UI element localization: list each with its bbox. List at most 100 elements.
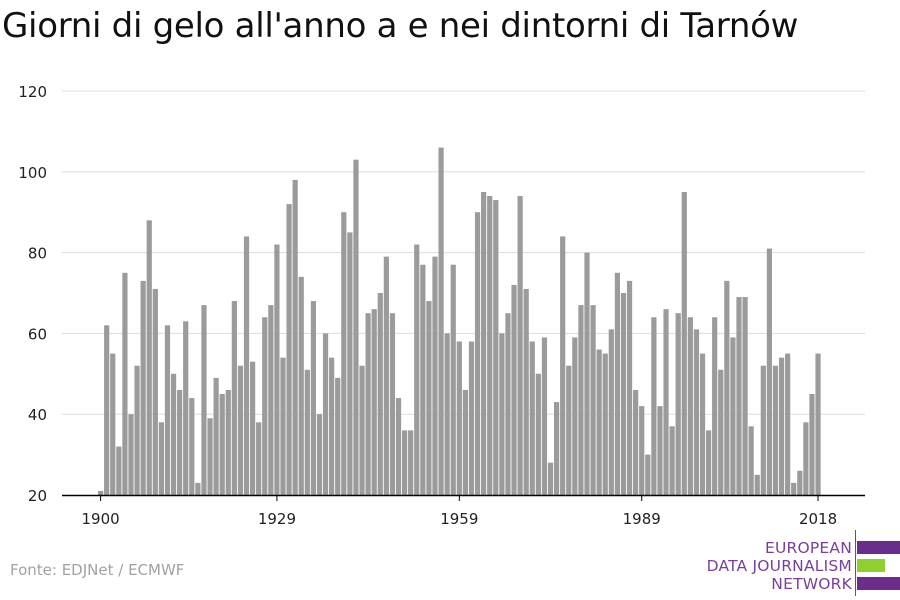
bar-1913 [177, 389, 183, 495]
bar-1927 [262, 317, 268, 495]
bar-1946 [377, 293, 383, 495]
logo-line-1: EUROPEAN [764, 539, 852, 557]
y-axis: 20 40 60 80 100 120 [18, 83, 47, 505]
bar-1929 [274, 244, 280, 495]
x-tick-label: 1900 [82, 510, 120, 528]
bar-1923 [237, 365, 244, 495]
bar-1911 [164, 325, 171, 495]
bar-1990 [645, 454, 651, 495]
bar-1977 [566, 365, 572, 495]
bar-1906 [134, 365, 140, 495]
logo-purple-bar-top [857, 541, 900, 554]
bar-1940 [341, 212, 347, 495]
bar-1965 [493, 200, 499, 495]
bar-2002 [718, 369, 724, 495]
bar-1930 [280, 357, 286, 495]
bar-1999 [699, 353, 706, 495]
bar-1944 [365, 313, 371, 495]
bar-1939 [335, 377, 341, 495]
bar-2014 [791, 482, 797, 495]
bar-1901 [104, 325, 110, 495]
bar-1996 [681, 192, 687, 495]
bar-2003 [724, 280, 730, 495]
y-tick-label: 60 [28, 325, 47, 343]
bar-2011 [772, 365, 779, 495]
bar-1967 [505, 313, 511, 495]
bar-1922 [231, 301, 237, 495]
bar-1925 [250, 361, 256, 495]
bar-1974 [547, 462, 554, 495]
bar-2015 [797, 470, 803, 495]
bar-1920 [219, 394, 225, 495]
logo-purple-bar-bottom [857, 577, 900, 590]
bar-1919 [213, 377, 219, 495]
bar-1968 [511, 284, 517, 495]
bar-1931 [286, 204, 292, 495]
bar-1907 [140, 280, 146, 495]
bar-1935 [310, 301, 316, 495]
bar-1966 [499, 333, 505, 495]
bar-1963 [481, 192, 487, 495]
bar-2001 [712, 317, 718, 495]
bar-1900 [98, 490, 104, 495]
bar-1997 [687, 317, 693, 495]
bar-1947 [383, 256, 389, 495]
bar-1979 [578, 305, 584, 495]
x-tick-label: 1929 [258, 510, 296, 528]
bar-1964 [487, 196, 493, 496]
bar-1937 [322, 333, 329, 495]
x-axis: 1900 1929 1959 1989 2018 [62, 494, 865, 528]
bar-1952 [414, 244, 420, 495]
bar-1902 [110, 353, 116, 495]
bar-1934 [304, 369, 310, 495]
bar-2004 [730, 337, 736, 495]
bars [98, 147, 821, 496]
chart-title: Giorni di gelo all'anno a e nei dintorni… [2, 6, 799, 46]
bar-1951 [408, 430, 414, 495]
bar-1980 [584, 252, 590, 495]
bar-1961 [468, 341, 475, 495]
bar-1909 [152, 288, 158, 495]
bar-2013 [785, 353, 791, 495]
bar-2008 [754, 474, 760, 495]
bar-1958 [450, 264, 456, 495]
logo-line-3: NETWORK [771, 575, 852, 593]
bar-1995 [675, 313, 681, 495]
bar-1908 [146, 220, 152, 495]
bar-2000 [706, 430, 712, 495]
bar-1993 [663, 309, 669, 495]
bar-1933 [298, 276, 304, 495]
bar-2018 [815, 353, 821, 495]
bar-2009 [760, 365, 766, 495]
bar-2012 [778, 357, 785, 495]
bar-1938 [329, 357, 335, 495]
bar-1904 [122, 272, 128, 495]
bar-1943 [359, 365, 365, 495]
bar-1945 [371, 309, 377, 495]
bar-2016 [803, 422, 809, 495]
bar-1903 [116, 446, 122, 495]
bar-1986 [620, 293, 627, 495]
bar-1978 [572, 337, 578, 495]
y-tick-label: 80 [28, 245, 47, 263]
bar-2010 [766, 248, 772, 495]
bar-1994 [669, 426, 675, 495]
bar-1928 [268, 305, 274, 495]
bar-1984 [608, 329, 614, 495]
bar-1998 [693, 329, 700, 495]
bar-1914 [183, 321, 189, 495]
y-tick-label: 120 [18, 83, 47, 101]
bar-1918 [207, 418, 213, 495]
bar-1985 [614, 272, 620, 495]
bar-1962 [474, 212, 481, 495]
bar-1910 [158, 422, 164, 495]
x-tick-label: 1959 [440, 510, 478, 528]
logo-divider [855, 530, 856, 596]
bar-1936 [316, 414, 323, 495]
bar-2005 [736, 297, 742, 495]
bar-1921 [225, 389, 231, 495]
bar-1955 [432, 256, 438, 495]
bar-1975 [554, 402, 560, 495]
bar-1960 [462, 389, 468, 495]
